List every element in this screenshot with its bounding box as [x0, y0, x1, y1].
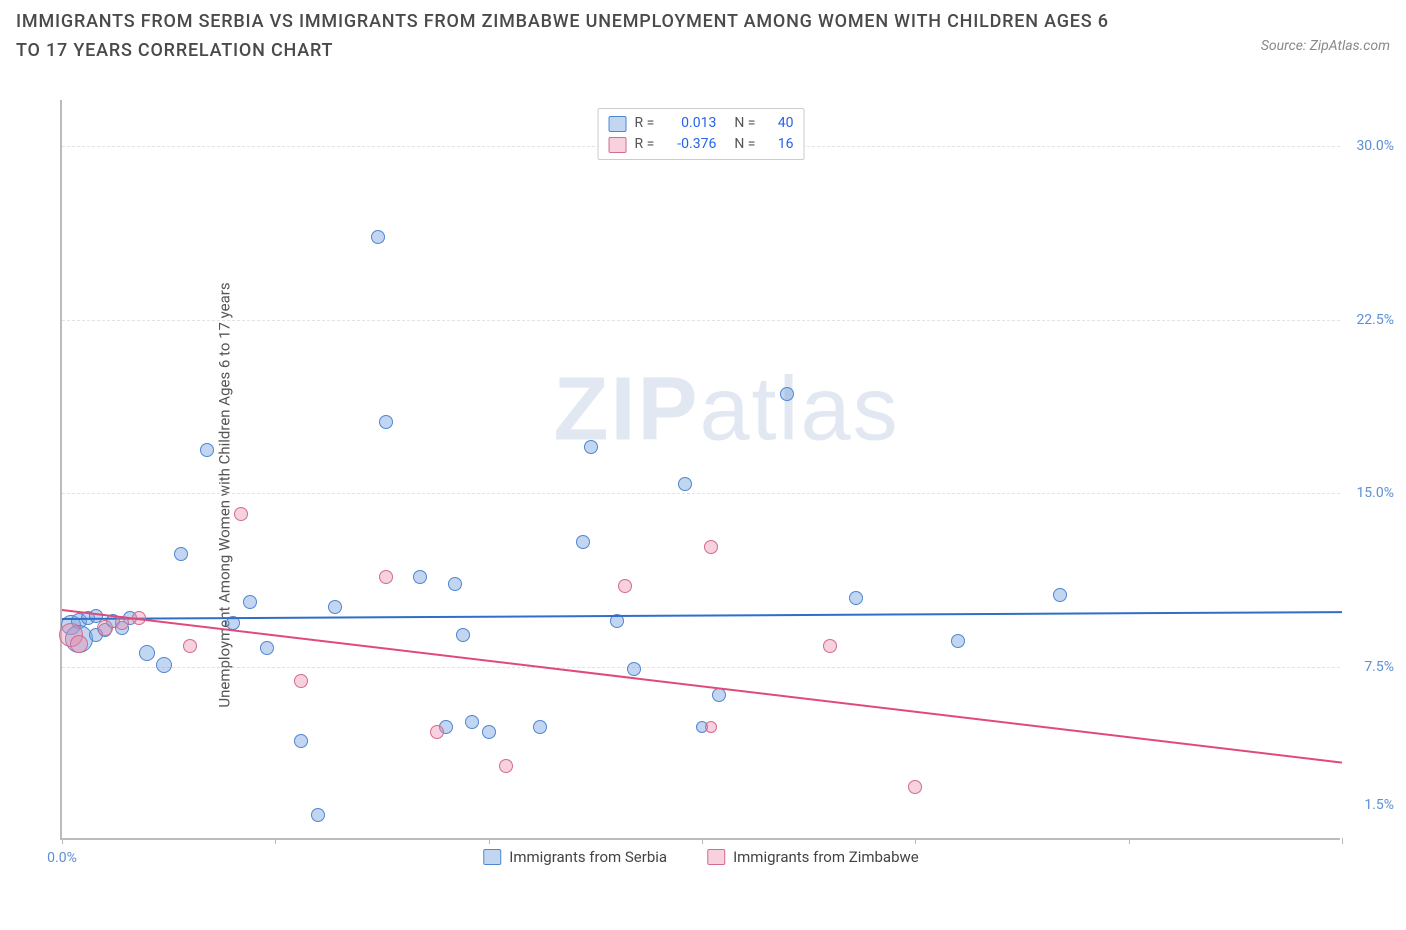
scatter-point	[951, 634, 965, 648]
scatter-point	[243, 595, 257, 609]
scatter-point	[482, 725, 496, 739]
scatter-point	[70, 635, 88, 653]
scatter-point	[908, 780, 922, 794]
trend-line	[62, 611, 1342, 620]
watermark: ZIPatlas	[553, 358, 899, 461]
scatter-point	[533, 720, 547, 734]
legend-series-label: Immigrants from Serbia	[509, 848, 667, 866]
legend-series-item: Immigrants from Zimbabwe	[707, 848, 919, 866]
scatter-point	[97, 620, 113, 636]
legend-r-value: -0.376	[662, 134, 716, 155]
scatter-point	[294, 734, 308, 748]
legend-swatch	[483, 849, 501, 865]
scatter-point	[823, 639, 837, 653]
legend-series: Immigrants from Serbia Immigrants from Zi…	[483, 848, 919, 866]
scatter-point	[678, 477, 692, 491]
scatter-point	[379, 415, 393, 429]
legend-r-label: R =	[635, 113, 655, 134]
scatter-point	[183, 639, 197, 653]
legend-r-label: R =	[635, 134, 655, 155]
scatter-point	[260, 641, 274, 655]
scatter-point	[371, 230, 385, 244]
x-tick	[489, 838, 490, 844]
scatter-point	[705, 721, 717, 733]
legend-stats: R = 0.013 N = 40 R = -0.376 N = 16	[598, 108, 805, 160]
legend-swatch	[609, 137, 627, 153]
chart-container: Unemployment Among Women with Children A…	[0, 80, 1406, 910]
x-tick	[1129, 838, 1130, 844]
scatter-point	[704, 540, 718, 554]
y-tick-label: 22.5%	[1356, 312, 1394, 328]
scatter-point	[627, 662, 641, 676]
legend-n-label: N =	[734, 134, 755, 155]
scatter-point	[1053, 588, 1067, 602]
scatter-point	[311, 808, 325, 822]
title-bar: IMMIGRANTS FROM SERBIA VS IMMIGRANTS FRO…	[0, 0, 1406, 66]
scatter-point	[456, 628, 470, 642]
scatter-point	[448, 577, 462, 591]
y-tick-label: 1.5%	[1364, 797, 1394, 813]
scatter-point	[174, 547, 188, 561]
scatter-point	[328, 600, 342, 614]
scatter-point	[584, 440, 598, 454]
scatter-point	[156, 657, 172, 673]
scatter-point	[413, 570, 427, 584]
gridline	[62, 493, 1340, 494]
legend-series-item: Immigrants from Serbia	[483, 848, 667, 866]
scatter-point	[849, 591, 863, 605]
legend-n-value: 16	[763, 134, 793, 155]
watermark-bold: ZIP	[553, 359, 699, 459]
scatter-point	[294, 674, 308, 688]
legend-r-value: 0.013	[662, 113, 716, 134]
x-tick-label: 0.0%	[47, 850, 77, 866]
scatter-point	[780, 387, 794, 401]
scatter-point	[139, 645, 155, 661]
x-tick	[62, 838, 63, 844]
trend-line	[62, 609, 1342, 764]
x-tick	[702, 838, 703, 844]
scatter-point	[200, 443, 214, 457]
gridline	[62, 320, 1340, 321]
x-tick	[275, 838, 276, 844]
scatter-point	[576, 535, 590, 549]
x-tick	[915, 838, 916, 844]
y-tick-label: 15.0%	[1356, 485, 1394, 501]
scatter-point	[379, 570, 393, 584]
legend-stat-row: R = 0.013 N = 40	[609, 113, 794, 134]
source-label: Source: ZipAtlas.com	[1261, 38, 1390, 54]
watermark-rest: atlas	[700, 359, 900, 459]
legend-swatch	[707, 849, 725, 865]
chart-title: IMMIGRANTS FROM SERBIA VS IMMIGRANTS FRO…	[16, 8, 1116, 66]
y-tick-label: 7.5%	[1364, 659, 1394, 675]
scatter-point	[618, 579, 632, 593]
scatter-point	[234, 507, 248, 521]
scatter-point	[430, 725, 444, 739]
legend-swatch	[609, 116, 627, 132]
y-tick-label: 30.0%	[1356, 138, 1394, 154]
plot-area: ZIPatlas R =0.013N =40R =-0.376N =16 Imm…	[60, 100, 1340, 840]
legend-series-label: Immigrants from Zimbabwe	[733, 848, 919, 866]
scatter-point	[499, 759, 513, 773]
gridline	[62, 667, 1340, 668]
legend-n-value: 40	[763, 113, 793, 134]
scatter-point	[465, 715, 479, 729]
legend-n-label: N =	[734, 113, 755, 134]
x-tick	[1342, 838, 1343, 844]
legend-stat-row: R = -0.376 N = 16	[609, 134, 794, 155]
